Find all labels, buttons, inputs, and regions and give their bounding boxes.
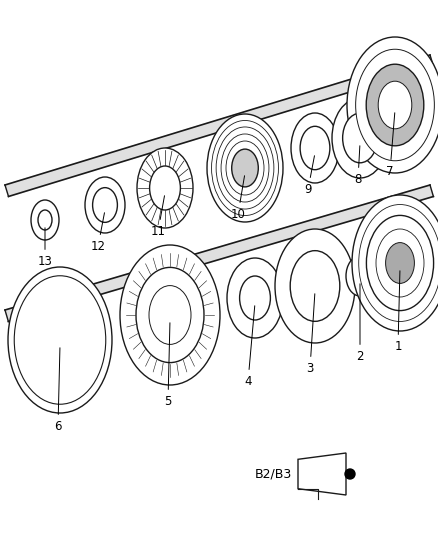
Ellipse shape xyxy=(290,251,340,321)
Ellipse shape xyxy=(120,245,220,385)
Ellipse shape xyxy=(347,37,438,173)
Text: 4: 4 xyxy=(244,306,255,388)
Ellipse shape xyxy=(359,205,438,321)
Text: 2: 2 xyxy=(356,284,364,363)
Ellipse shape xyxy=(92,188,117,222)
Ellipse shape xyxy=(85,177,125,233)
Ellipse shape xyxy=(136,268,204,362)
Ellipse shape xyxy=(207,114,283,222)
Ellipse shape xyxy=(366,64,424,146)
Ellipse shape xyxy=(137,148,193,228)
Ellipse shape xyxy=(227,258,283,338)
Ellipse shape xyxy=(31,200,59,240)
Text: 7: 7 xyxy=(386,113,395,178)
Text: 12: 12 xyxy=(91,213,106,253)
Ellipse shape xyxy=(8,267,112,413)
Ellipse shape xyxy=(212,120,279,215)
Ellipse shape xyxy=(367,215,434,311)
Text: 11: 11 xyxy=(151,196,166,238)
Ellipse shape xyxy=(356,49,434,161)
Text: 9: 9 xyxy=(304,156,314,196)
Ellipse shape xyxy=(149,286,191,344)
Ellipse shape xyxy=(343,113,378,163)
Ellipse shape xyxy=(291,113,339,183)
Text: B2/B3: B2/B3 xyxy=(255,467,292,481)
Polygon shape xyxy=(5,55,434,197)
Ellipse shape xyxy=(300,126,330,169)
Ellipse shape xyxy=(385,243,414,284)
Polygon shape xyxy=(5,185,433,321)
Ellipse shape xyxy=(376,229,424,297)
Ellipse shape xyxy=(332,98,388,178)
Circle shape xyxy=(345,469,355,479)
Ellipse shape xyxy=(216,127,274,209)
Ellipse shape xyxy=(14,276,106,404)
Text: 6: 6 xyxy=(54,348,62,433)
Text: 3: 3 xyxy=(306,294,315,375)
Ellipse shape xyxy=(38,210,52,230)
Ellipse shape xyxy=(240,276,270,320)
Ellipse shape xyxy=(378,81,412,129)
Ellipse shape xyxy=(226,141,264,195)
Text: 5: 5 xyxy=(164,323,172,408)
Text: 13: 13 xyxy=(38,228,53,268)
Ellipse shape xyxy=(346,256,374,296)
Ellipse shape xyxy=(232,149,258,187)
Ellipse shape xyxy=(150,166,180,210)
Text: 10: 10 xyxy=(230,176,245,221)
Text: 1: 1 xyxy=(394,271,402,353)
Ellipse shape xyxy=(221,134,269,202)
Ellipse shape xyxy=(275,229,355,343)
Ellipse shape xyxy=(352,195,438,331)
Polygon shape xyxy=(298,453,346,495)
Text: 8: 8 xyxy=(354,146,362,186)
